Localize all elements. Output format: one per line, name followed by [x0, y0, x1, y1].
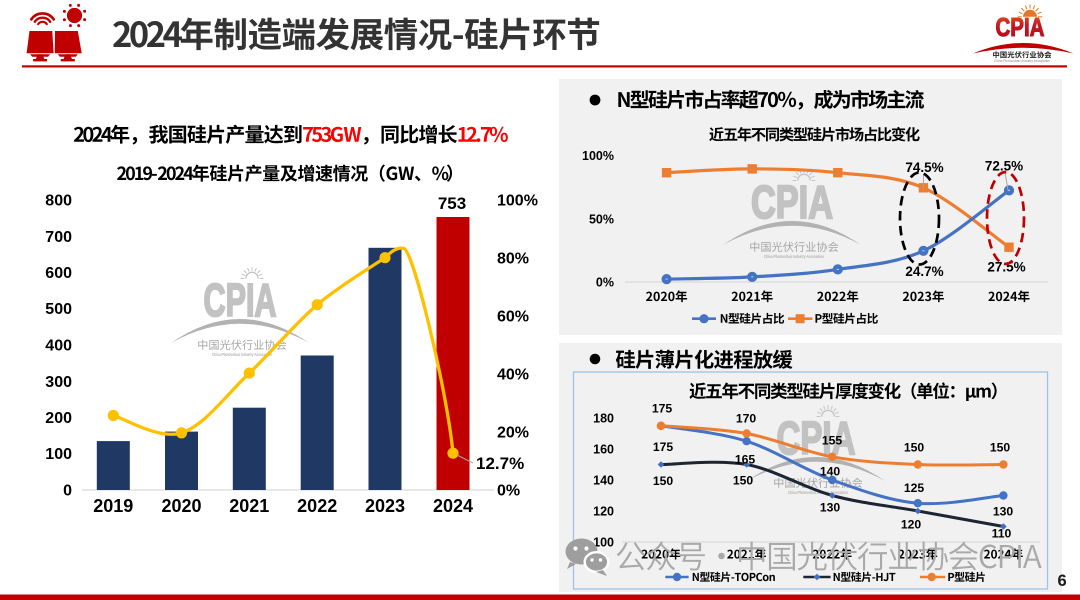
svg-text:150: 150 — [733, 473, 754, 487]
svg-text:800: 800 — [45, 193, 72, 210]
svg-text:200: 200 — [45, 410, 72, 427]
svg-text:0%: 0% — [497, 483, 520, 500]
svg-text:27.5%: 27.5% — [987, 260, 1025, 275]
svg-text:120: 120 — [901, 517, 922, 531]
svg-text:600: 600 — [45, 265, 72, 282]
svg-text:China Photovoltaic Industry As: China Photovoltaic Industry Association — [212, 352, 272, 357]
svg-text:170: 170 — [736, 411, 757, 425]
svg-text:2020: 2020 — [161, 496, 201, 516]
svg-text:120: 120 — [593, 504, 614, 518]
svg-text:CPIA: CPIA — [996, 12, 1045, 42]
svg-text:500: 500 — [45, 301, 72, 318]
svg-text:80%: 80% — [497, 251, 529, 268]
svg-text:300: 300 — [45, 374, 72, 391]
svg-text:72.5%: 72.5% — [985, 159, 1023, 174]
svg-text:700: 700 — [45, 229, 72, 246]
svg-text:100%: 100% — [497, 193, 538, 210]
svg-text:2019: 2019 — [93, 496, 133, 516]
svg-text:CPIA: CPIA — [751, 176, 833, 228]
svg-text:175: 175 — [653, 440, 674, 454]
svg-text:110: 110 — [992, 527, 1012, 541]
svg-text:2022: 2022 — [297, 496, 337, 516]
svg-text:155: 155 — [822, 433, 843, 447]
svg-text:2021: 2021 — [229, 496, 269, 516]
svg-text:150: 150 — [990, 440, 1011, 454]
svg-text:40%: 40% — [497, 367, 529, 384]
svg-text:130: 130 — [993, 504, 1014, 518]
svg-text:2023: 2023 — [365, 496, 405, 516]
svg-text:74.5%: 74.5% — [905, 160, 943, 175]
svg-text:100: 100 — [45, 446, 72, 463]
svg-text:China Photovoltaic Industry As: China Photovoltaic Industry Association — [764, 254, 824, 259]
svg-text:20%: 20% — [497, 425, 529, 442]
svg-text:2024: 2024 — [433, 496, 473, 516]
svg-text:CPIA: CPIA — [204, 274, 277, 326]
svg-text:0%: 0% — [596, 275, 614, 289]
svg-text:60%: 60% — [497, 309, 529, 326]
svg-text:130: 130 — [820, 500, 841, 514]
svg-text:125: 125 — [904, 481, 925, 495]
svg-text:150: 150 — [904, 440, 925, 454]
svg-text:753: 753 — [438, 194, 466, 213]
svg-text:165: 165 — [735, 452, 756, 466]
svg-text:China Photovoltaic Industry As: China Photovoltaic Industry Association — [994, 59, 1050, 63]
svg-text:175: 175 — [652, 401, 673, 415]
svg-text:160: 160 — [593, 442, 614, 456]
svg-text:50%: 50% — [589, 212, 614, 226]
svg-text:140: 140 — [820, 464, 841, 478]
svg-text:140: 140 — [593, 473, 614, 487]
svg-text:180: 180 — [593, 411, 614, 425]
svg-text:0: 0 — [63, 483, 72, 500]
svg-text:100%: 100% — [582, 149, 614, 163]
svg-text:400: 400 — [45, 338, 72, 355]
svg-text:CPIA: CPIA — [777, 412, 856, 464]
svg-text:150: 150 — [653, 474, 674, 488]
svg-text:12.7%: 12.7% — [476, 454, 524, 473]
svg-text:6: 6 — [1058, 572, 1067, 590]
svg-text:24.7%: 24.7% — [905, 264, 943, 279]
svg-text:100: 100 — [593, 535, 614, 549]
